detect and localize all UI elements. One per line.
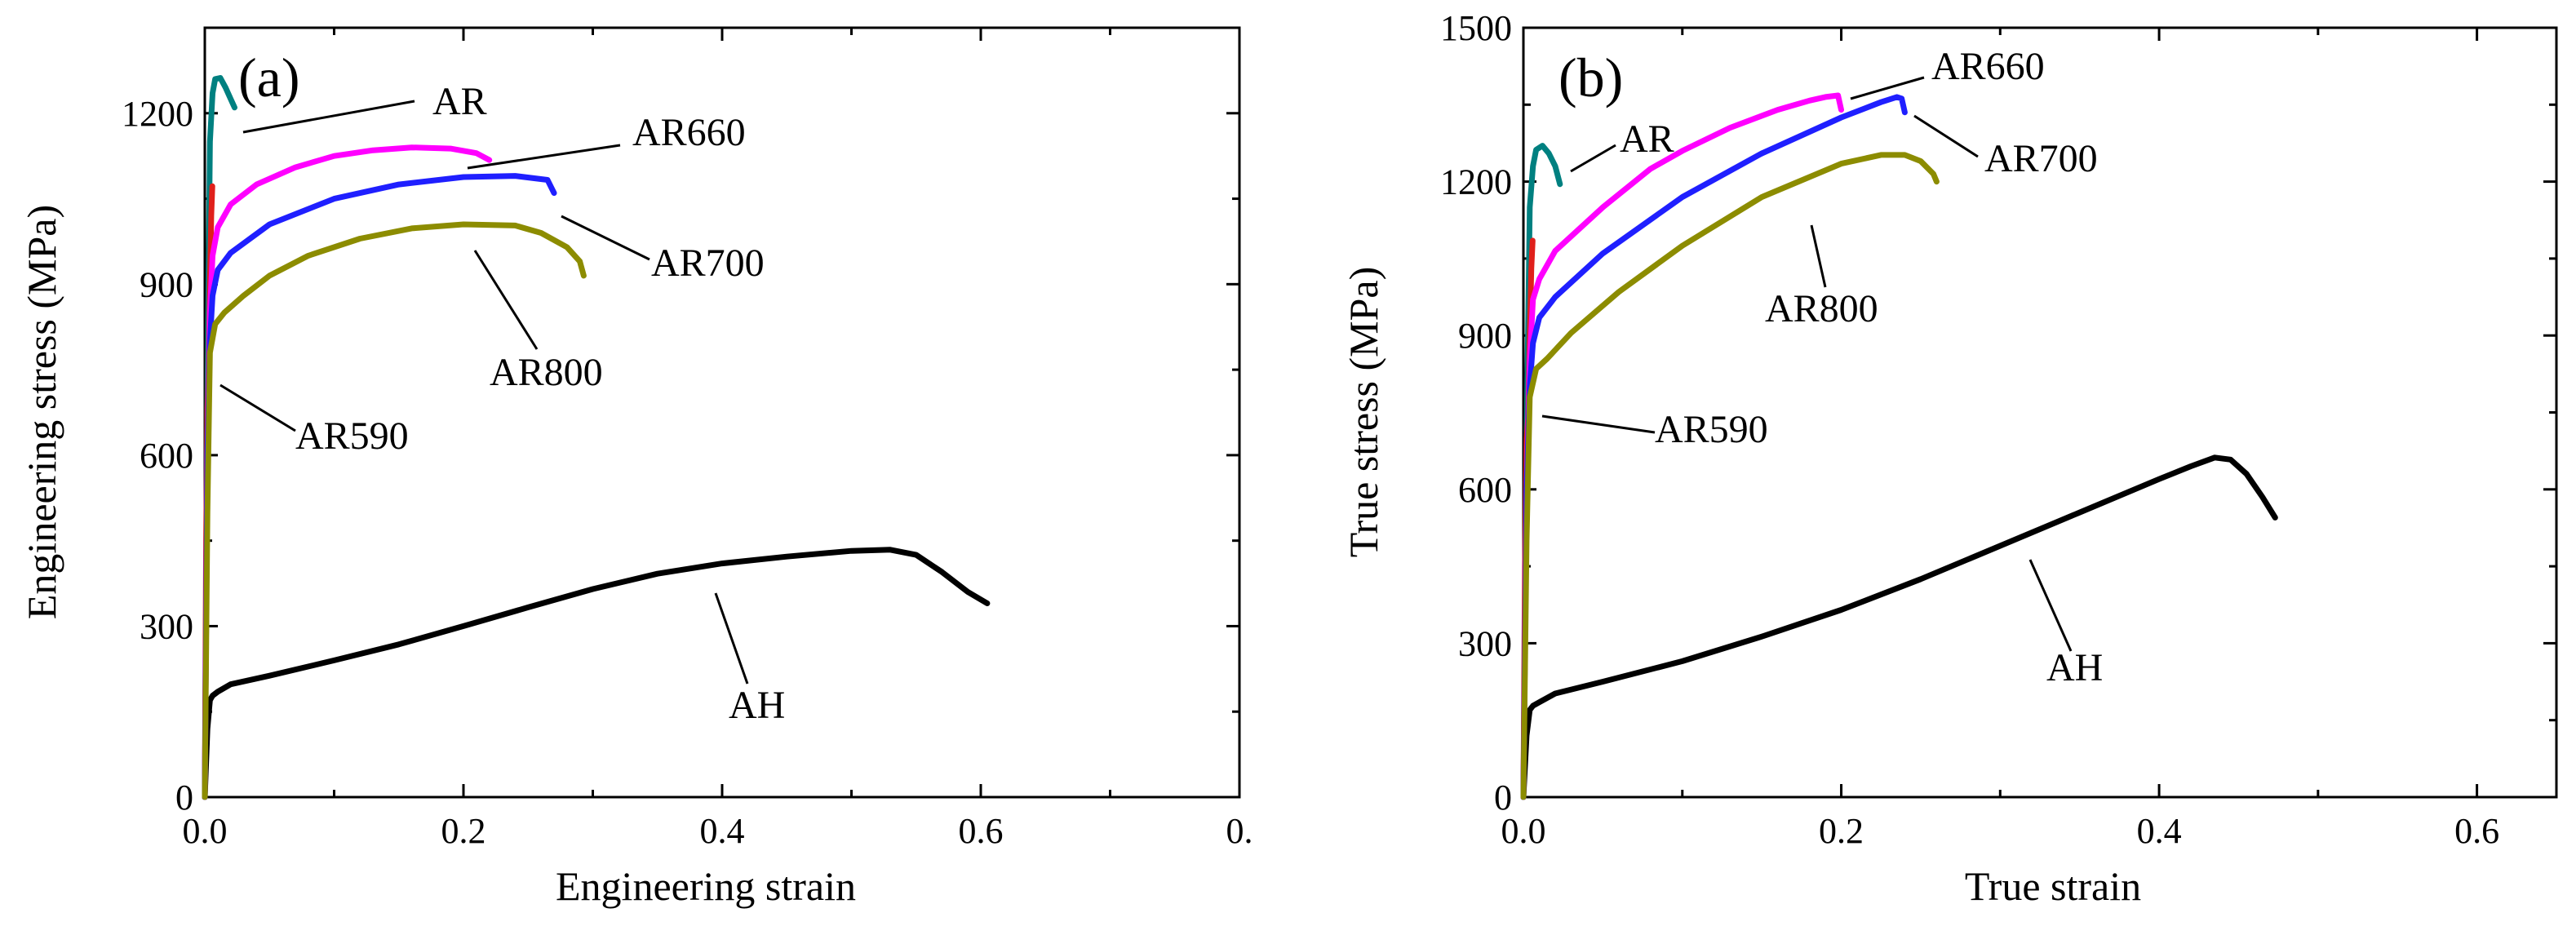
annotation-leader-line [1850,76,1925,100]
x-tick-label: 0.0 [1501,811,1546,851]
series-line-ah [202,547,991,800]
curve-label-ar700: AR700 [1984,137,2098,180]
curve-label-ar660: AR660 [632,111,746,154]
annotation-leader-line [561,215,650,261]
curve-label-ar590: AR590 [295,414,409,458]
series-line-ar800 [1520,152,1940,800]
y-axis-label: True stress (MPa) [1341,267,1386,558]
x-tick-label: 0.2 [1819,811,1864,851]
y-tick-label: 1200 [122,94,193,134]
series-line-ar800 [202,221,587,800]
y-tick-label: 1200 [1440,162,1512,202]
annotation-leader-line [219,383,296,432]
annotation-leader-line [714,592,749,685]
annotation-leader-line [242,100,415,134]
curve-label-ar660: AR660 [1931,45,2045,88]
annotation-leader-line [1810,224,1827,288]
curve-label-ah: AH [729,684,785,727]
annotation-leader-line [1541,414,1656,434]
panel-label: (a) [238,47,299,109]
x-tick-label: 0.2 [441,811,486,851]
y-axis-label: Engineering stress (MPa) [19,205,64,619]
annotation-leader-line [1570,144,1616,173]
y-tick-label: 300 [140,606,193,646]
annotation-leader-line [467,144,621,170]
series-line-ah [1520,454,2278,800]
x-tick-label: 0.4 [700,811,745,851]
y-tick-label: 900 [1458,316,1512,356]
x-axis-label: True strain [1965,863,2141,909]
y-tick-label: 300 [1458,623,1512,663]
x-tick-label: 0.4 [2137,811,2182,851]
y-tick-label: 600 [1458,470,1512,510]
panel-b: 0.0 0.2 0.4 0.6 0 300 600 900 1200 1500 True strai… [1341,8,2558,909]
curve-label-ar: AR [432,80,487,123]
annotation-leader-line [2028,559,2073,652]
x-tick-label: 0. [1226,811,1253,851]
x-tick-label: 0.0 [183,811,228,851]
annotation-leader-line [1913,114,1979,158]
y-tick-label: 1500 [1440,8,1512,48]
curve-label-ah: AH [2046,646,2103,689]
y-tick-label: 900 [140,264,193,304]
x-tick-label: 0.6 [959,811,1004,851]
x-axis-label: Engineering strain [556,863,856,909]
y-tick-label: 0 [1494,778,1512,818]
series-line-ar700 [1520,94,1908,800]
series-line-ar700 [202,173,557,800]
annotation-leader-line [473,250,539,350]
x-tick-label: 0.6 [2454,811,2499,851]
y-tick-label: 0 [175,778,193,818]
curve-label-ar700: AR700 [651,242,765,285]
curve-label-ar590: AR590 [1655,408,1768,451]
y-tick-label: 600 [140,436,193,476]
curve-label-ar: AR [1620,117,1674,161]
curve-label-ar800: AR800 [1765,287,1878,330]
curve-label-ar800: AR800 [490,351,603,394]
panel-a: 0.0 0.2 0.4 0.6 0.03006009001200Engineering … [19,26,1253,909]
panel-label: (b) [1558,47,1623,109]
